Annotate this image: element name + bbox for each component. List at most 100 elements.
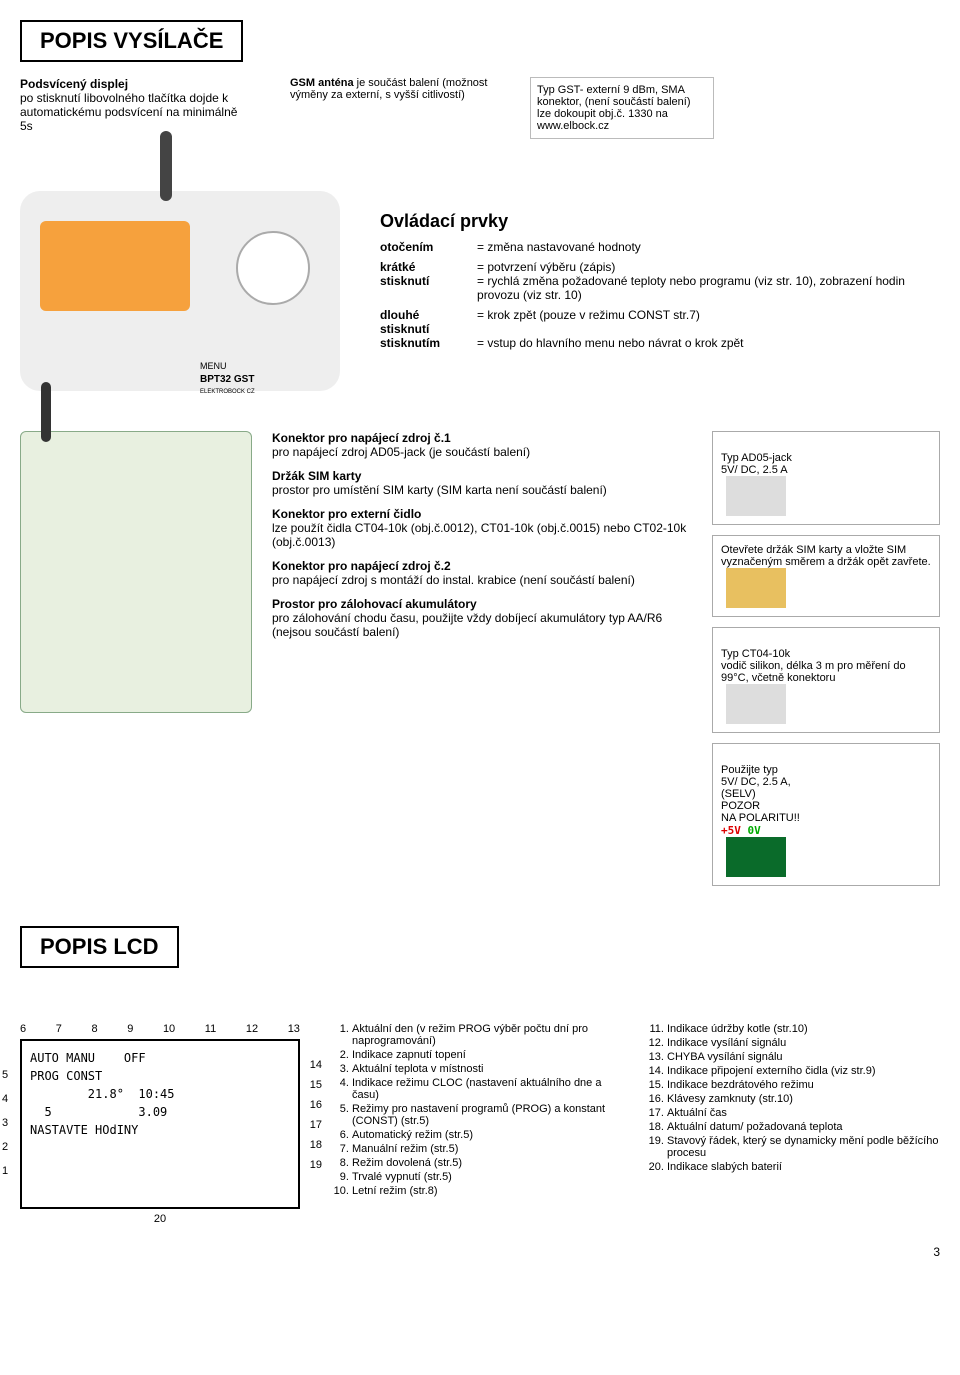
num: 3 bbox=[2, 1117, 8, 1129]
device-illustration-wrap: GSM anténa je součást balení (možnost vý… bbox=[290, 77, 490, 171]
list-item: Aktuální datum/ požadovaná teplota bbox=[667, 1121, 940, 1133]
lcd-box: AUTO MANU OFF PROG CONST 21.8° 10:45 5 3… bbox=[20, 1039, 300, 1209]
control-desc: = krok zpět (pouze v režimu CONST str.7) bbox=[477, 308, 940, 336]
sensor-box: Typ CT04-10k vodič silikon, délka 3 m pr… bbox=[712, 627, 940, 733]
list-item: Režimy pro nastavení programů (PROG) a k… bbox=[352, 1103, 625, 1127]
mid-section: Konektor pro napájecí zdroj č.1 pro napá… bbox=[20, 431, 940, 896]
num: 16 bbox=[310, 1099, 322, 1111]
terminal-image bbox=[726, 837, 786, 877]
adapter-image bbox=[726, 476, 786, 516]
device-mockup: MENU BPT32 GST ELEKTROBOCK CZ bbox=[20, 191, 340, 391]
lcd-right-numbers: 14 15 16 17 18 19 bbox=[310, 1059, 322, 1171]
lcd-left-numbers: 5 4 3 2 1 bbox=[2, 1069, 8, 1177]
adapter-box: Typ AD05-jack 5V/ DC, 2.5 A bbox=[712, 431, 940, 525]
lcd-top-numbers: 6 7 8 9 10 11 12 13 bbox=[20, 1023, 300, 1035]
num: 18 bbox=[310, 1139, 322, 1151]
control-row: stisknutím = vstup do hlavního menu nebo… bbox=[380, 336, 940, 356]
list-item: Aktuální teplota v místnosti bbox=[352, 1063, 625, 1075]
connector-2: Konektor pro napájecí zdroj č.2 pro napá… bbox=[272, 559, 692, 587]
sensor-image bbox=[726, 684, 786, 724]
num: 19 bbox=[310, 1159, 322, 1171]
control-desc: = změna nastavované hodnoty bbox=[477, 240, 940, 260]
control-label: dlouhé stisknutí bbox=[380, 308, 477, 336]
item-text: pro napájecí zdroj s montáží do instal. … bbox=[272, 573, 635, 587]
pcb-illustration bbox=[20, 431, 252, 713]
battery-slot: Prostor pro zálohovací akumulátory pro z… bbox=[272, 597, 692, 639]
device-brand: ELEKTROBOCK CZ bbox=[200, 389, 255, 395]
main-title: POPIS VYSÍLAČE bbox=[20, 20, 243, 62]
lcd-title: POPIS LCD bbox=[20, 926, 179, 968]
num: 15 bbox=[310, 1079, 322, 1091]
list-item: Aktuální čas bbox=[667, 1107, 940, 1119]
list-item: Trvalé vypnutí (str.5) bbox=[352, 1171, 625, 1183]
lcd-content: AUTO MANU OFF PROG CONST 21.8° 10:45 5 3… bbox=[30, 1049, 290, 1139]
list-item: Indikace režimu CLOC (nastavení aktuální… bbox=[352, 1077, 625, 1101]
adapter-text: Typ AD05-jack 5V/ DC, 2.5 A bbox=[721, 452, 792, 476]
list-item: Indikace údržby kotle (str.10) bbox=[667, 1023, 940, 1035]
control-row: krátké stisknutí = potvrzení výběru (záp… bbox=[380, 260, 940, 308]
list-item: Manuální režim (str.5) bbox=[352, 1143, 625, 1155]
antenna-heading: GSM anténa bbox=[290, 77, 354, 89]
control-desc: = potvrzení výběru (zápis) = rychlá změn… bbox=[477, 260, 940, 308]
lcd-legend-col-a: Aktuální den (v režim PROG výběr počtu d… bbox=[330, 1023, 625, 1225]
lcd-section: 6 7 8 9 10 11 12 13 5 4 3 2 1 14 15 16 1… bbox=[20, 1023, 940, 1225]
lcd-screen-shape bbox=[40, 221, 190, 311]
control-label: stisknutím bbox=[380, 336, 477, 356]
num: 14 bbox=[310, 1059, 322, 1071]
top-row: Podsvícený displej po stisknutí libovoln… bbox=[20, 77, 940, 171]
polarity-label: +5V 0V bbox=[721, 824, 761, 837]
item-title: Držák SIM karty bbox=[272, 469, 361, 483]
lcd-legend-col-b: Indikace údržby kotle (str.10) Indikace … bbox=[645, 1023, 940, 1225]
menu-label: MENU bbox=[200, 361, 227, 371]
lcd-list-b: Indikace údržby kotle (str.10) Indikace … bbox=[645, 1023, 940, 1173]
num: 13 bbox=[288, 1023, 300, 1035]
pcb-antenna bbox=[41, 382, 51, 442]
polarity-box: Použijte typ 5V/ DC, 2.5 A, (SELV) POZOR… bbox=[712, 743, 940, 886]
list-item: Stavový řádek, který se dynamicky mění p… bbox=[667, 1135, 940, 1159]
controls-table: otočením = změna nastavované hodnoty krá… bbox=[380, 240, 940, 356]
gst-text: Typ GST- externí 9 dBm, SMA konektor, (n… bbox=[537, 84, 690, 132]
gst-info-box: Typ GST- externí 9 dBm, SMA konektor, (n… bbox=[530, 77, 714, 139]
mid-descriptions: Konektor pro napájecí zdroj č.1 pro napá… bbox=[272, 431, 692, 649]
num: 2 bbox=[2, 1141, 8, 1153]
sim-holder: Držák SIM karty prostor pro umístění SIM… bbox=[272, 469, 692, 497]
sim-instruction-box: Otevřete držák SIM karty a vložte SIM vy… bbox=[712, 535, 940, 617]
item-title: Konektor pro napájecí zdroj č.2 bbox=[272, 559, 451, 573]
display-description: Podsvícený displej po stisknutí libovoln… bbox=[20, 77, 250, 133]
control-row: otočením = změna nastavované hodnoty bbox=[380, 240, 940, 260]
list-item: Letní režim (str.8) bbox=[352, 1185, 625, 1197]
num: 12 bbox=[246, 1023, 258, 1035]
item-text: pro napájecí zdroj AD05-jack (je součást… bbox=[272, 445, 530, 459]
list-item: CHYBA vysílání signálu bbox=[667, 1051, 940, 1063]
num: 9 bbox=[127, 1023, 133, 1035]
controls-title: Ovládací prvky bbox=[380, 211, 940, 232]
item-text: lze použít čidla CT04-10k (obj.č.0012), … bbox=[272, 521, 686, 549]
antenna-shape bbox=[160, 131, 172, 201]
control-label: krátké stisknutí bbox=[380, 260, 477, 308]
num: 4 bbox=[2, 1093, 8, 1105]
num: 8 bbox=[91, 1023, 97, 1035]
list-item: Indikace slabých baterií bbox=[667, 1161, 940, 1173]
polarity-text: Použijte typ 5V/ DC, 2.5 A, (SELV) POZOR… bbox=[721, 764, 800, 824]
lcd-list-a: Aktuální den (v režim PROG výběr počtu d… bbox=[330, 1023, 625, 1197]
ext-sensor-connector: Konektor pro externí čidlo lze použít či… bbox=[272, 507, 692, 549]
list-item: Indikace připojení externího čidla (viz … bbox=[667, 1065, 940, 1077]
num: 17 bbox=[310, 1119, 322, 1131]
lcd-legend-columns: Aktuální den (v režim PROG výběr počtu d… bbox=[330, 1023, 940, 1225]
controls-section: Ovládací prvky otočením = změna nastavov… bbox=[380, 211, 940, 356]
antenna-description: GSM anténa je součást balení (možnost vý… bbox=[290, 77, 490, 101]
list-item: Klávesy zamknuty (str.10) bbox=[667, 1093, 940, 1105]
lcd-bottom-number: 20 bbox=[20, 1213, 300, 1225]
num: 1 bbox=[2, 1165, 8, 1177]
control-row: dlouhé stisknutí = krok zpět (pouze v re… bbox=[380, 308, 940, 336]
list-item: Aktuální den (v režim PROG výběr počtu d… bbox=[352, 1023, 625, 1047]
display-text: po stisknutí libovolného tlačítka dojde … bbox=[20, 91, 237, 133]
lcd-diagram: 6 7 8 9 10 11 12 13 5 4 3 2 1 14 15 16 1… bbox=[20, 1023, 300, 1225]
page-number: 3 bbox=[20, 1245, 940, 1259]
list-item: Režim dovolená (str.5) bbox=[352, 1157, 625, 1169]
num: 7 bbox=[56, 1023, 62, 1035]
sim-instruction-text: Otevřete držák SIM karty a vložte SIM vy… bbox=[721, 544, 931, 568]
num: 11 bbox=[205, 1023, 216, 1035]
list-item: Automatický režim (str.5) bbox=[352, 1129, 625, 1141]
list-item: Indikace bezdrátového režimu bbox=[667, 1079, 940, 1091]
